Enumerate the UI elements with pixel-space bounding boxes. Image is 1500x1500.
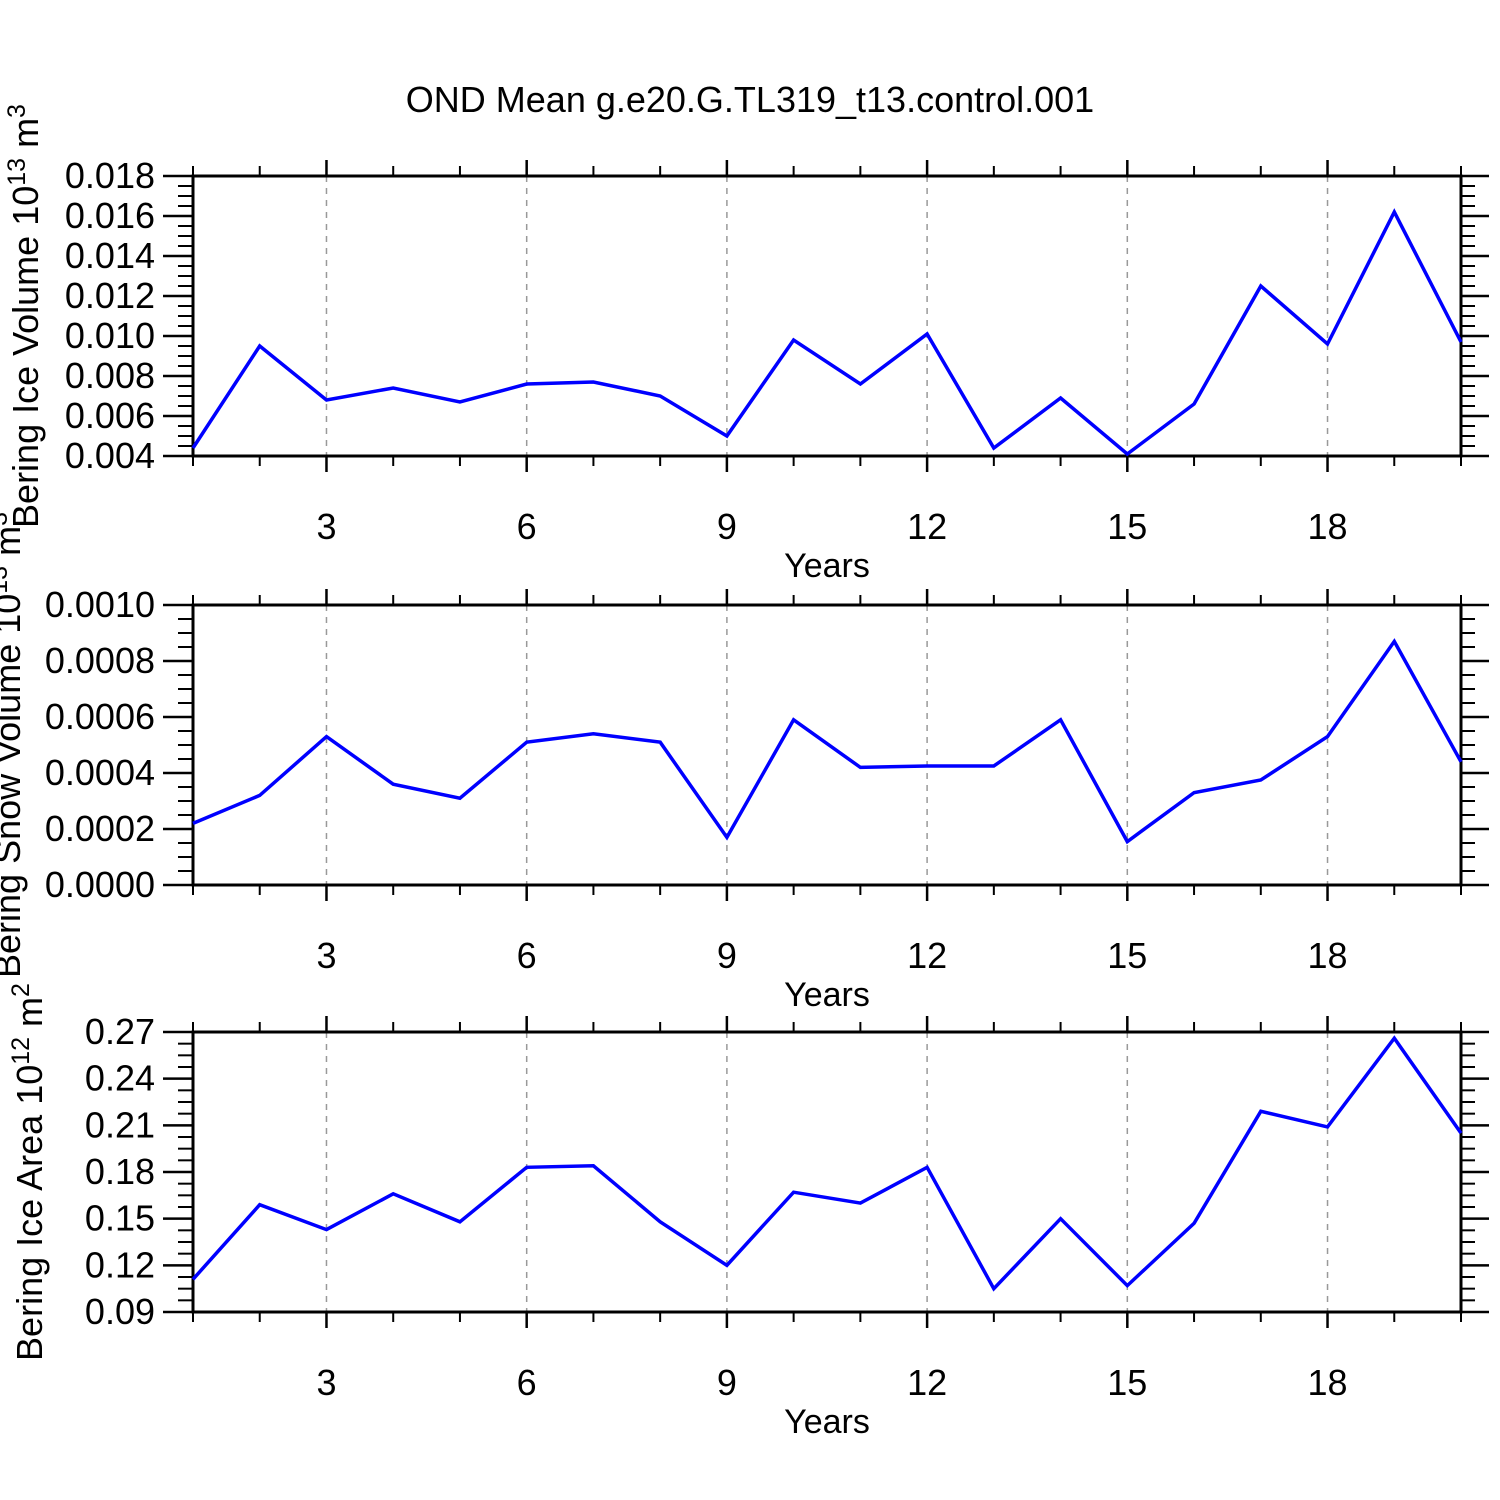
y-tick-label: 0.0008 bbox=[45, 640, 155, 681]
y-tick-label: 0.012 bbox=[65, 275, 155, 316]
x-tick-label: 12 bbox=[907, 935, 947, 976]
x-tick-label: 18 bbox=[1308, 935, 1348, 976]
chart-title: OND Mean g.e20.G.TL319_t13.control.001 bbox=[406, 79, 1094, 120]
x-tick-labels: 3 6 9 12 15 18 bbox=[316, 1362, 1347, 1403]
data-line-bering-snow-volume bbox=[192, 638, 1463, 845]
y-tick-labels: 0.09 0.12 0.15 0.18 0.21 0.24 0.27 bbox=[85, 1011, 155, 1332]
x-tick-label: 3 bbox=[316, 935, 336, 976]
panel-bering-snow-volume: 0.0000 0.0002 0.0004 0.0006 0.0008 0.0010 3 6 9 1… bbox=[0, 512, 1489, 1014]
x-tick-label: 6 bbox=[517, 506, 537, 547]
y-tick-label: 0.0002 bbox=[45, 808, 155, 849]
panel-bering-ice-volume: 0.0040.0060.0080.0100.0120.0140.0160.018… bbox=[3, 104, 1489, 585]
y-tick-label: 0.006 bbox=[65, 395, 155, 436]
x-tick-label: 15 bbox=[1107, 935, 1147, 976]
panel-bering-ice-area: 0.09 0.12 0.15 0.18 0.21 0.24 0.27 3 6 9 12 15 18 Yea… bbox=[7, 983, 1489, 1441]
y-tick-label: 0.008 bbox=[65, 355, 155, 396]
data-line-bering-ice-area bbox=[191, 1035, 1463, 1292]
y-ticks bbox=[163, 1030, 1489, 1314]
y-axis-title: Bering Snow Volume 1013 m3 bbox=[0, 512, 28, 978]
y-tick-label: 0.21 bbox=[85, 1104, 155, 1145]
y-tick-label: 0.0004 bbox=[45, 752, 155, 793]
x-tick-label: 15 bbox=[1107, 1362, 1147, 1403]
x-tick-label: 9 bbox=[717, 1362, 737, 1403]
y-tick-label: 0.016 bbox=[65, 195, 155, 236]
x-axis-title: Years bbox=[784, 547, 870, 585]
x-tick-label: 3 bbox=[316, 506, 336, 547]
y-axis-title: Bering Ice Area 1012 m2 bbox=[7, 983, 50, 1361]
x-tick-label: 18 bbox=[1308, 1362, 1348, 1403]
y-axis-title: Bering Ice Volume 1013 m3 bbox=[3, 104, 46, 528]
data-line-bering-ice-volume bbox=[191, 208, 1463, 457]
x-axis-title: Years bbox=[784, 976, 870, 1014]
y-tick-label: 0.018 bbox=[65, 155, 155, 196]
y-ticks bbox=[163, 603, 1489, 887]
y-tick-label: 0.014 bbox=[65, 235, 155, 276]
x-tick-label: 3 bbox=[316, 1362, 336, 1403]
x-tick-label: 15 bbox=[1107, 506, 1147, 547]
grid-lines bbox=[325, 1032, 1329, 1312]
x-tick-labels: 3 6 9 12 15 18 bbox=[316, 935, 1347, 976]
plot-frame bbox=[191, 174, 1463, 458]
y-tick-label: 0.004 bbox=[65, 435, 155, 476]
x-tick-labels: 3 6 9 12 15 18 bbox=[316, 506, 1347, 547]
x-ticks bbox=[192, 589, 1462, 901]
y-tick-label: 0.18 bbox=[85, 1151, 155, 1192]
y-tick-label: 0.27 bbox=[85, 1011, 155, 1052]
y-tick-label: 0.15 bbox=[85, 1198, 155, 1239]
y-tick-label: 0.24 bbox=[85, 1058, 155, 1099]
x-axis-title: Years bbox=[784, 1403, 870, 1441]
x-tick-label: 6 bbox=[517, 1362, 537, 1403]
y-tick-label: 0.0000 bbox=[45, 864, 155, 905]
x-tick-label: 9 bbox=[717, 935, 737, 976]
y-tick-label: 0.09 bbox=[85, 1291, 155, 1332]
plot-frame bbox=[191, 603, 1463, 887]
y-tick-label: 0.0006 bbox=[45, 696, 155, 737]
y-tick-labels: 0.0000 0.0002 0.0004 0.0006 0.0008 0.0010 bbox=[45, 584, 155, 905]
plot-frame bbox=[191, 1030, 1463, 1314]
y-tick-label: 0.010 bbox=[65, 315, 155, 356]
x-tick-label: 18 bbox=[1308, 506, 1348, 547]
x-tick-label: 12 bbox=[907, 1362, 947, 1403]
x-tick-label: 9 bbox=[717, 506, 737, 547]
x-tick-label: 12 bbox=[907, 506, 947, 547]
x-ticks bbox=[192, 1016, 1462, 1328]
y-ticks bbox=[163, 174, 1489, 458]
y-tick-label: 0.12 bbox=[85, 1244, 155, 1285]
x-ticks bbox=[192, 160, 1462, 472]
x-tick-label: 6 bbox=[517, 935, 537, 976]
grid-lines bbox=[325, 176, 1329, 456]
y-tick-label: 0.0010 bbox=[45, 584, 155, 625]
